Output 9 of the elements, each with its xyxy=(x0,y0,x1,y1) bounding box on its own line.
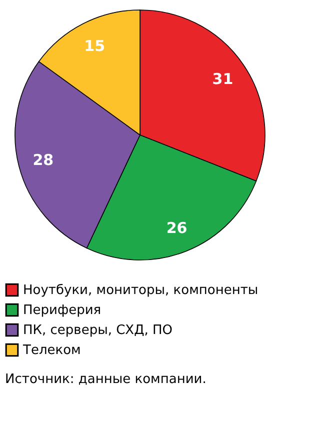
data-label: 15 xyxy=(84,36,106,55)
data-label: 28 xyxy=(32,150,54,169)
data-label: 26 xyxy=(166,218,188,237)
text: Источник: данные компании. xyxy=(5,372,206,387)
legend-label: ПК, серверы, СХД, ПО xyxy=(23,323,173,338)
legend-label: Телеком xyxy=(22,343,81,358)
legend-label: Ноутбуки, мониторы, компоненты xyxy=(23,283,258,298)
legend-label: Периферия xyxy=(23,303,102,318)
data-label: 31 xyxy=(212,70,234,88)
